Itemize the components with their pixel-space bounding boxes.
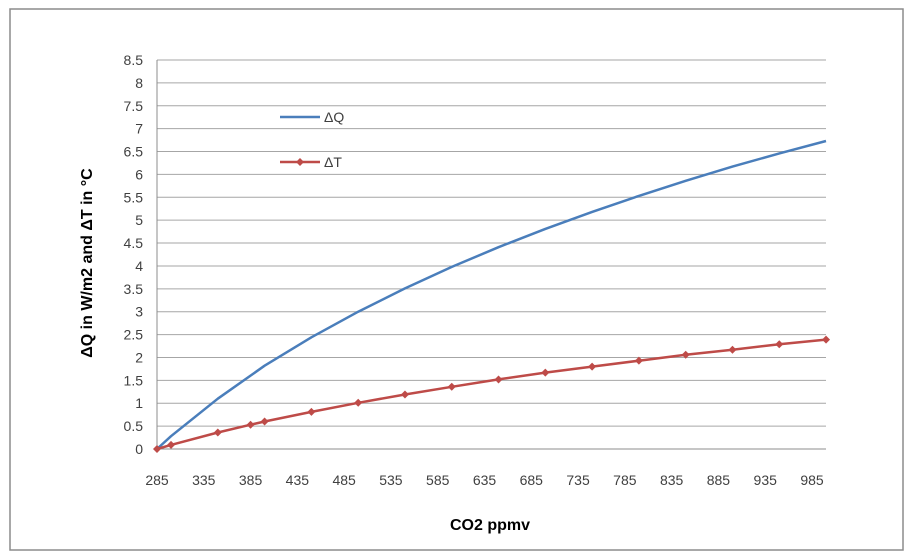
x-tick-label: 735	[566, 472, 590, 488]
data-point	[775, 340, 784, 349]
data-point	[681, 350, 690, 359]
y-tick-label: 8.5	[124, 52, 144, 68]
x-tick-label: 935	[754, 472, 778, 488]
y-tick-label: 3	[135, 304, 143, 320]
data-point	[447, 382, 456, 391]
data-point	[541, 368, 550, 377]
x-tick-labels: 285 335 385 435 485 535 585 635 685 735 785 835 885 9…	[145, 472, 824, 488]
y-tick-label: 4	[135, 258, 143, 274]
data-point	[634, 356, 643, 365]
x-tick-label: 385	[239, 472, 263, 488]
y-tick-label: 4.5	[124, 235, 144, 251]
x-tick-label: 435	[286, 472, 310, 488]
x-tick-label: 285	[145, 472, 169, 488]
x-tick-label: 335	[192, 472, 216, 488]
series-group	[153, 139, 831, 453]
data-point	[354, 398, 363, 407]
data-point	[246, 420, 255, 429]
y-tick-label: 6.5	[124, 144, 144, 160]
y-tick-label: 6	[135, 166, 143, 182]
x-tick-label: 985	[800, 472, 824, 488]
x-tick-label: 835	[660, 472, 684, 488]
legend: ΔQ ΔT	[280, 109, 344, 170]
x-tick-label: 635	[473, 472, 497, 488]
data-point	[260, 417, 269, 426]
data-point	[307, 407, 316, 416]
x-tick-label: 885	[707, 472, 731, 488]
data-point	[167, 440, 176, 449]
y-tick-label: 5	[135, 212, 143, 228]
y-tick-labels: 0 0.5 1 1.5 2 2.5 3 3.5 4 4.5 5 5.5 6 6.5 7 7.5 8 8.5	[124, 52, 144, 457]
data-point	[213, 428, 222, 437]
y-tick-label: 2.5	[124, 327, 144, 343]
data-point	[728, 345, 737, 354]
series-line-0	[156, 139, 827, 450]
y-tick-label: 0	[135, 441, 143, 457]
y-tick-label: 8	[135, 75, 143, 91]
y-tick-label: 7.5	[124, 98, 144, 114]
y-tick-label: 2	[135, 349, 143, 365]
x-axis-title: CO2 ppmv	[450, 517, 530, 534]
x-tick-label: 535	[379, 472, 403, 488]
gridlines	[156, 59, 826, 450]
x-tick-label: 485	[332, 472, 356, 488]
data-point	[153, 445, 161, 453]
y-tick-label: 1	[135, 395, 143, 411]
x-tick-label: 685	[520, 472, 544, 488]
chart-border	[9, 8, 904, 551]
data-point	[822, 335, 831, 344]
y-tick-label: 0.5	[124, 418, 144, 434]
y-tick-label: 5.5	[124, 189, 144, 205]
data-point	[588, 362, 597, 371]
y-tick-label: 3.5	[124, 281, 144, 297]
data-point	[494, 375, 503, 384]
legend-label-0: ΔQ	[324, 109, 344, 125]
legend-marker	[296, 158, 304, 166]
legend-label-1: ΔT	[324, 154, 342, 170]
y-tick-label: 7	[135, 121, 143, 137]
x-tick-label: 785	[613, 472, 637, 488]
x-tick-label: 585	[426, 472, 450, 488]
y-tick-label: 1.5	[124, 372, 144, 388]
data-point	[400, 390, 409, 399]
y-axis-title: ΔQ in W/m2 and ΔT in °C	[79, 168, 96, 358]
